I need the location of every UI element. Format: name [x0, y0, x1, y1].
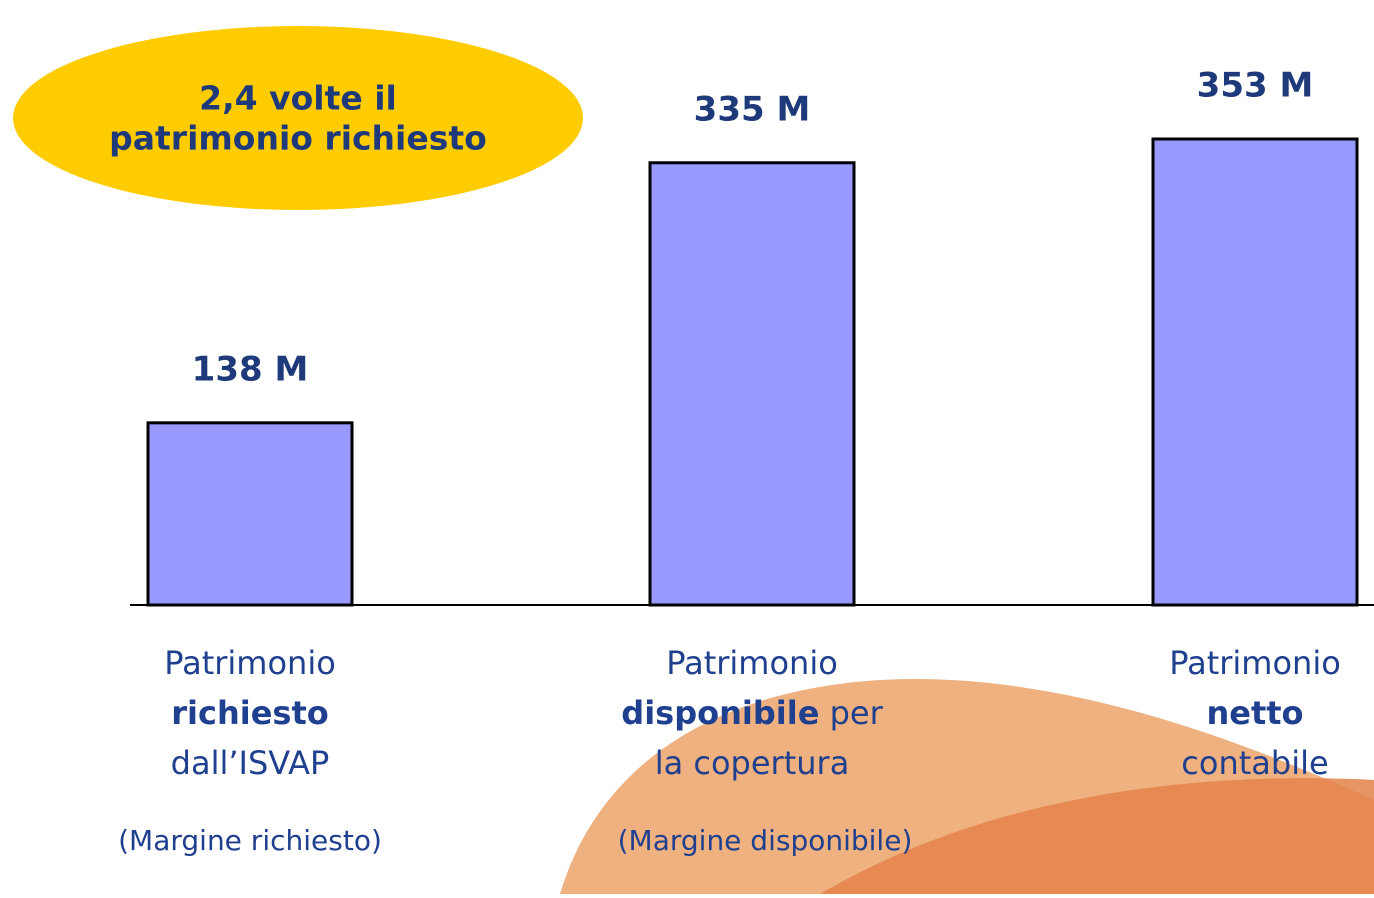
category-note: (Margine disponibile): [618, 824, 913, 857]
category-label: richiesto: [171, 694, 329, 732]
category-label: disponibile per: [621, 694, 883, 732]
bar: [1153, 139, 1357, 605]
category-label: la copertura: [655, 744, 850, 782]
bar: [148, 423, 352, 605]
category-label-part: Patrimonio: [666, 644, 838, 682]
category-label-part: Patrimonio: [1169, 644, 1341, 682]
category-label: Patrimonio: [164, 644, 336, 682]
page: {"chart_data": {"type": "bar", "callout"…: [0, 0, 1374, 894]
category-label-part: contabile: [1181, 744, 1328, 782]
bar: [650, 163, 854, 605]
category-label-part: Patrimonio: [164, 644, 336, 682]
callout-text: patrimonio richiesto: [109, 119, 487, 158]
category-label: dall’ISVAP: [171, 744, 330, 782]
category-label-part: richiesto: [171, 694, 329, 732]
value-label: 335 M: [694, 89, 811, 129]
value-label: 138 M: [192, 349, 309, 389]
chart: 2,4 volte il patrimonio richiesto 138 M P…: [0, 0, 1374, 894]
callout-text: 2,4 volte il: [199, 79, 397, 118]
category-label: netto: [1206, 694, 1303, 732]
category-label-part: disponibile: [621, 694, 819, 732]
category-note: (Margine richiesto): [118, 824, 382, 857]
category-label: Patrimonio: [1169, 644, 1341, 682]
category-label-part: netto: [1206, 694, 1303, 732]
category-label: Patrimonio: [666, 644, 838, 682]
category-label-part: per: [819, 694, 883, 732]
value-label: 353 M: [1197, 66, 1314, 106]
category-label-part: dall’ISVAP: [171, 744, 330, 782]
category-label-part: la copertura: [655, 744, 850, 782]
category-label: contabile: [1181, 744, 1328, 782]
